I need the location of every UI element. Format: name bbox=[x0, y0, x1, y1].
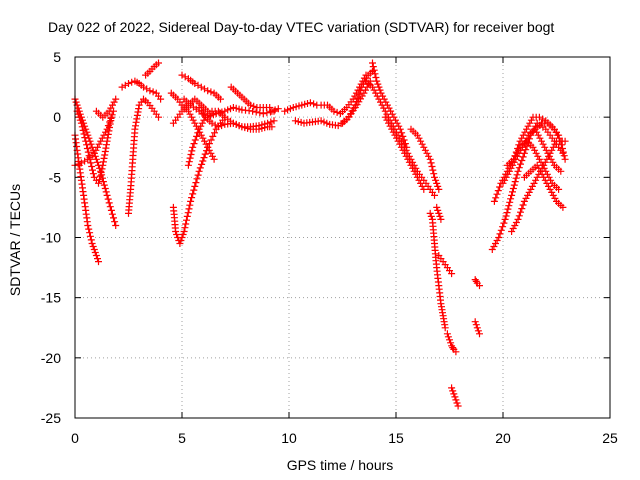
data-markers bbox=[71, 59, 569, 410]
plus-marker-trace bbox=[167, 89, 218, 163]
plus-marker-trace bbox=[369, 59, 411, 151]
plus-marker-trace bbox=[435, 252, 456, 278]
plus-marker-trace bbox=[227, 83, 274, 111]
y-tick-label: -5 bbox=[49, 169, 62, 185]
x-tick-label: 20 bbox=[495, 430, 511, 446]
chart-title: Day 022 of 2022, Sidereal Day-to-day VTE… bbox=[48, 19, 554, 35]
plus-marker-trace bbox=[426, 209, 449, 332]
plus-marker-trace bbox=[92, 95, 120, 121]
series-s8 bbox=[142, 59, 162, 79]
series-s32 bbox=[471, 318, 483, 338]
plus-marker-trace bbox=[471, 276, 483, 290]
series-s27 bbox=[433, 203, 445, 223]
series-s25 bbox=[407, 125, 443, 193]
plus-marker-trace bbox=[339, 67, 376, 127]
series-s39 bbox=[525, 119, 569, 163]
series-s16 bbox=[195, 104, 276, 133]
y-tick-label: -10 bbox=[41, 230, 61, 246]
plus-marker-trace bbox=[471, 318, 483, 338]
x-tick-label: 5 bbox=[178, 430, 186, 446]
plus-marker-trace bbox=[433, 203, 445, 223]
plus-marker-trace bbox=[195, 104, 276, 133]
plus-marker-trace bbox=[281, 99, 321, 115]
y-tick-label: 0 bbox=[53, 109, 61, 125]
series-s31 bbox=[471, 276, 483, 290]
x-axis-label: GPS time / hours bbox=[287, 457, 394, 473]
series-s28 bbox=[435, 252, 456, 278]
x-tick-labels: 0 5 10 15 20 25 bbox=[71, 430, 618, 446]
series-s24 bbox=[381, 113, 428, 193]
y-tick-label: 5 bbox=[53, 49, 61, 65]
y-tick-label: -20 bbox=[41, 350, 61, 366]
plus-marker-trace bbox=[125, 95, 162, 217]
series-s29 bbox=[443, 330, 460, 356]
plus-marker-trace bbox=[178, 71, 224, 103]
plus-marker-trace bbox=[118, 77, 165, 103]
x-tick-label: 25 bbox=[602, 430, 618, 446]
plus-marker-trace bbox=[525, 119, 569, 163]
series-s14 bbox=[178, 71, 224, 103]
y-tick-labels: 5 0 -5 -10 -15 -20 -25 bbox=[41, 49, 61, 426]
series-s5 bbox=[92, 95, 120, 121]
y-tick-label: -25 bbox=[41, 410, 61, 426]
x-tick-label: 15 bbox=[388, 430, 404, 446]
y-axis-label: SDTVAR / TECUs bbox=[7, 184, 23, 296]
series-s15 bbox=[227, 83, 274, 111]
series-s30 bbox=[448, 384, 462, 410]
plus-marker-trace bbox=[362, 77, 438, 199]
series-s11 bbox=[167, 89, 218, 163]
series-s7 bbox=[118, 77, 165, 103]
x-tick-label: 0 bbox=[71, 430, 79, 446]
plus-marker-trace bbox=[268, 105, 282, 115]
plot-frame bbox=[74, 56, 611, 419]
series-s17 bbox=[281, 99, 321, 115]
plus-marker-trace bbox=[142, 59, 162, 79]
plus-marker-trace bbox=[407, 125, 443, 193]
series-s38 bbox=[520, 161, 567, 211]
series-s22 bbox=[362, 77, 438, 199]
plus-marker-trace bbox=[520, 161, 567, 211]
series-s18 bbox=[268, 105, 282, 115]
plus-marker-trace bbox=[73, 107, 115, 187]
plus-marker-trace bbox=[381, 113, 428, 193]
series-s21 bbox=[339, 67, 376, 127]
series-s6 bbox=[125, 95, 162, 217]
series-s4 bbox=[73, 107, 115, 187]
series-s23 bbox=[369, 59, 411, 151]
x-tick-label: 10 bbox=[281, 430, 297, 446]
plus-marker-trace bbox=[448, 384, 462, 410]
y-tick-label: -15 bbox=[41, 290, 61, 306]
series-s26 bbox=[426, 209, 449, 332]
plus-marker-trace bbox=[443, 330, 460, 356]
